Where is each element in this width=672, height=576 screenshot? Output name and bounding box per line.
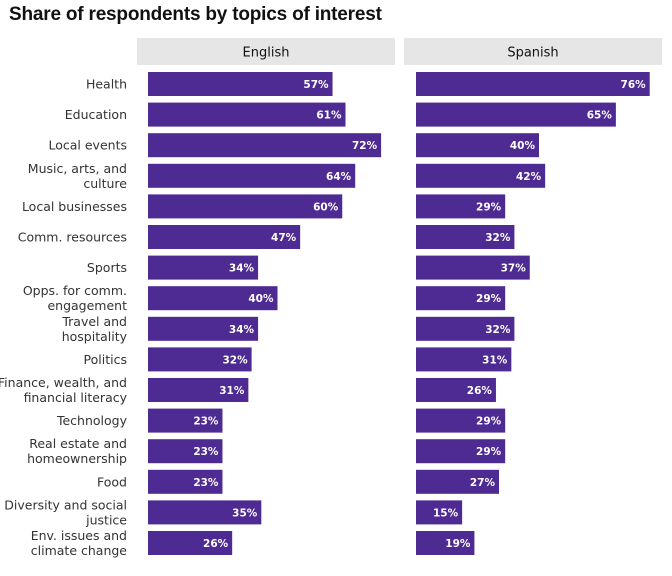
- category-label: Politics: [84, 352, 127, 367]
- chart-title: Share of respondents by topics of intere…: [9, 4, 382, 25]
- bar: [148, 133, 382, 158]
- category-label: Finance, wealth, and financial literacy: [0, 375, 128, 405]
- bar-value-label: 26%: [467, 385, 493, 397]
- bar-value-label: 31%: [219, 385, 245, 397]
- bar: [148, 347, 252, 372]
- bar: [416, 316, 515, 341]
- bar-value-label: 40%: [510, 140, 536, 152]
- bar-value-label: 34%: [229, 263, 255, 275]
- bar: [148, 225, 301, 249]
- bar: [416, 500, 463, 525]
- category-label: Food: [97, 474, 127, 489]
- category-label: Opps. for comm. engagement: [23, 283, 127, 313]
- bar: [148, 316, 259, 341]
- bar-value-label: 32%: [485, 232, 511, 244]
- bar-value-label: 31%: [482, 354, 508, 366]
- bar-value-label: 19%: [445, 538, 471, 550]
- bar-value-label: 32%: [485, 324, 511, 336]
- bar: [416, 439, 506, 464]
- bar-value-label: 65%: [587, 110, 613, 122]
- bar-value-label: 47%: [271, 232, 297, 244]
- bar-value-label: 29%: [476, 416, 502, 428]
- panel-header: [137, 38, 395, 65]
- bar: [148, 469, 223, 494]
- bar-value-label: 29%: [476, 293, 502, 305]
- bar: [416, 286, 506, 311]
- category-label: Local events: [49, 138, 128, 153]
- bar: [148, 255, 259, 280]
- panel-title: Spanish: [507, 46, 558, 61]
- bar: [416, 163, 546, 188]
- bar: [416, 347, 512, 372]
- bar: [148, 531, 233, 555]
- bar-value-label: 23%: [193, 446, 219, 458]
- bar-value-label: 61%: [316, 110, 342, 122]
- bar: [416, 531, 475, 555]
- bar: [416, 408, 506, 433]
- bar: [416, 225, 515, 249]
- category-label: Real estate and homeownership: [27, 436, 127, 466]
- bar: [416, 469, 500, 494]
- bar: [416, 102, 616, 127]
- category-label: Comm. resources: [18, 230, 127, 245]
- bar: [416, 72, 650, 96]
- bar: [148, 72, 333, 96]
- panel-title: English: [243, 46, 290, 61]
- bar: [148, 439, 223, 464]
- category-label: Health: [86, 77, 127, 92]
- bar: [416, 378, 496, 402]
- bar-value-label: 23%: [193, 416, 219, 428]
- bar: [148, 163, 356, 188]
- bar-value-label: 42%: [516, 171, 542, 183]
- bar: [148, 102, 346, 127]
- panel-header: [404, 38, 662, 65]
- bar-value-label: 40%: [248, 293, 274, 305]
- bar-value-label: 29%: [476, 446, 502, 458]
- category-label: Technology: [56, 413, 128, 428]
- bar-value-label: 57%: [303, 79, 329, 91]
- bar: [148, 194, 343, 219]
- category-label: Diversity and social justice: [4, 497, 127, 527]
- bar-value-label: 29%: [476, 201, 502, 213]
- category-label: Education: [65, 107, 127, 122]
- bar-value-label: 60%: [313, 201, 339, 213]
- bar-value-label: 72%: [352, 140, 378, 152]
- bar-value-label: 35%: [232, 507, 258, 519]
- bar-value-label: 64%: [326, 171, 352, 183]
- bar: [148, 500, 262, 525]
- category-label: Env. issues and climate change: [31, 528, 128, 558]
- category-label: Local businesses: [22, 199, 127, 214]
- bar-value-label: 37%: [501, 263, 527, 275]
- bar-value-label: 34%: [229, 324, 255, 336]
- category-label: Music, arts, and culture: [28, 161, 128, 191]
- bar-value-label: 26%: [203, 538, 229, 550]
- bar-value-label: 27%: [470, 477, 496, 489]
- category-label: Travel and hospitality: [61, 314, 127, 344]
- bar-value-label: 15%: [433, 507, 459, 519]
- bar: [148, 286, 278, 311]
- bar: [148, 378, 249, 402]
- bar: [416, 194, 506, 219]
- bar: [416, 255, 530, 280]
- bar: [148, 408, 223, 433]
- bar-value-label: 32%: [222, 354, 248, 366]
- bar-value-label: 76%: [621, 79, 647, 91]
- bar-value-label: 23%: [193, 477, 219, 489]
- category-label: Sports: [87, 260, 127, 275]
- bar: [416, 133, 539, 158]
